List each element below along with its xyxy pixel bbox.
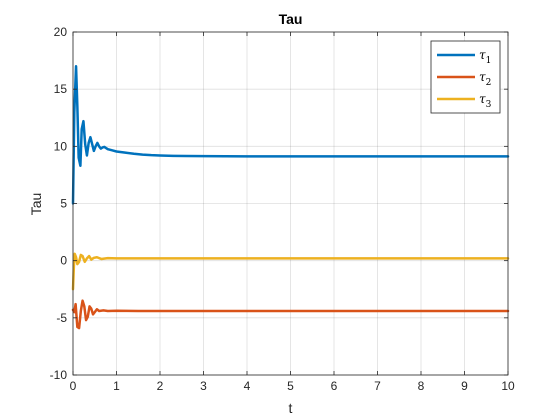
y-tick-label: 0 (60, 254, 67, 268)
x-tick-label: 5 (287, 379, 294, 393)
y-axis-label: Tau (28, 193, 44, 216)
legend-label-3: τ3 (479, 92, 492, 110)
series-line-1 (71, 65, 510, 205)
series-layer (71, 65, 510, 330)
legend-symbol: τ (479, 48, 486, 62)
x-tick-label: 2 (157, 379, 164, 393)
x-tick-label: 8 (418, 379, 425, 393)
x-tick-label: 10 (501, 379, 515, 393)
x-axis-label: t (289, 400, 293, 416)
y-tick-label: -5 (56, 311, 67, 325)
x-tick-label: 1 (113, 379, 120, 393)
y-tick-label: 5 (60, 197, 67, 211)
x-tick-label: 0 (70, 379, 77, 393)
y-tick-label: 20 (54, 25, 68, 39)
legend-symbol: τ (479, 92, 486, 106)
y-tick-label: 10 (54, 139, 68, 153)
x-tick-label: 6 (331, 379, 338, 393)
chart-title: Tau (279, 11, 303, 27)
legend-symbol: τ (479, 70, 486, 84)
y-tick-label: -10 (50, 368, 68, 382)
legend-subscript: 2 (486, 78, 492, 88)
y-tick-label: 15 (54, 82, 68, 96)
axis-ticks: 0 1 2 3 4 5 6 7 8 9 10 -10 -5 0 5 10 15 20 (50, 25, 515, 393)
legend-subscript: 1 (486, 56, 492, 66)
series-line-2 (71, 299, 510, 330)
x-tick-label: 7 (374, 379, 381, 393)
x-tick-label: 4 (244, 379, 251, 393)
x-tick-label: 9 (461, 379, 468, 393)
legend-label-2: τ2 (479, 70, 491, 88)
x-tick-label: 3 (200, 379, 207, 393)
series-line-3 (71, 252, 510, 291)
legend-subscript: 3 (486, 100, 492, 110)
legend-label-1: τ1 (479, 48, 491, 66)
